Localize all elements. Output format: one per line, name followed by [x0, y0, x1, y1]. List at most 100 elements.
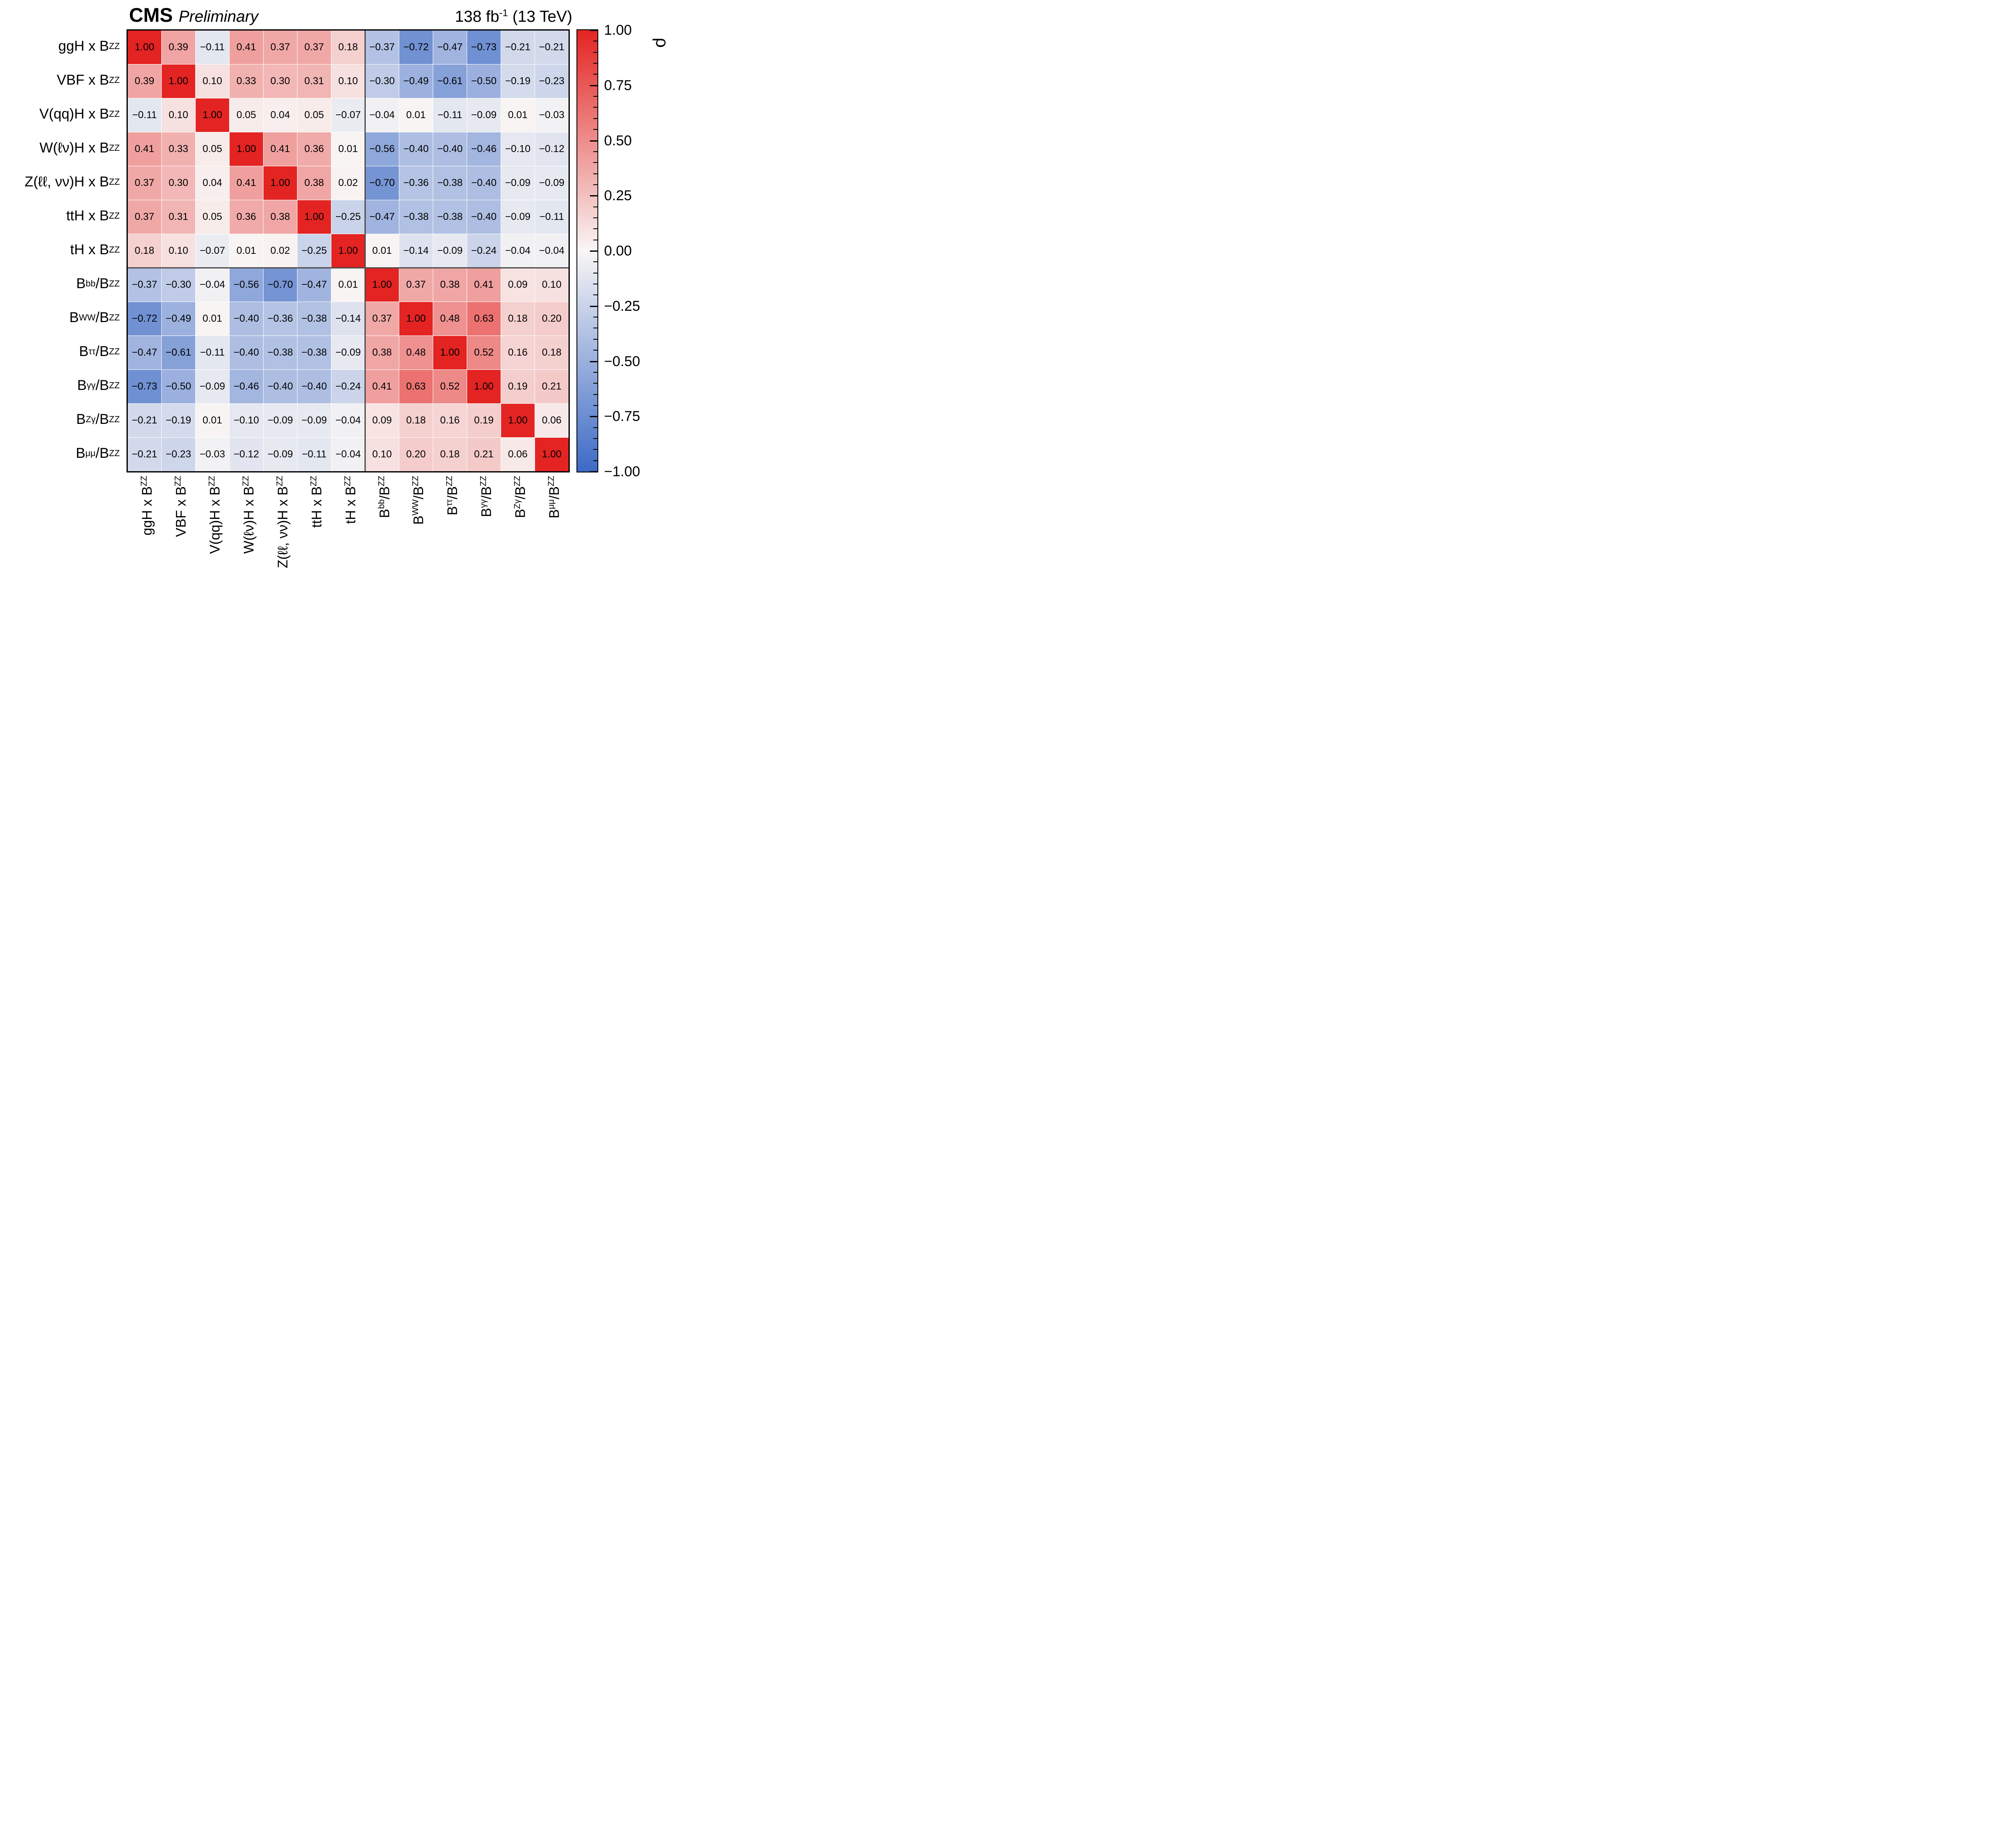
heatmap-cell: −0.03: [195, 438, 229, 471]
heatmap-cell: 0.10: [365, 438, 399, 471]
preliminary-label: Preliminary: [178, 8, 258, 26]
heatmap-cell: 0.05: [195, 132, 229, 166]
colorbar-tick: [593, 427, 597, 428]
heatmap-cell: 1.00: [331, 234, 365, 268]
heatmap-cell: 0.01: [331, 268, 365, 302]
heatmap-cell: 0.21: [467, 438, 501, 471]
heatmap-cell: −0.56: [229, 268, 263, 302]
y-axis-label: Z(ℓℓ, νν)H x B ZZ: [24, 174, 120, 190]
x-axis-label: VBF x BZZ: [173, 476, 189, 537]
heatmap-cell: 0.63: [467, 302, 501, 335]
heatmap-cell: 0.18: [127, 234, 161, 268]
heatmap-cell: −0.40: [433, 132, 467, 166]
x-axis-label: Bγγ/BZZ: [478, 476, 494, 517]
luminosity-label: 138 fb-1 (13 TeV): [455, 7, 572, 26]
heatmap-cell: 0.39: [127, 65, 161, 98]
heatmap-cell: −0.12: [229, 438, 263, 471]
heatmap-cell: 1.00: [263, 166, 297, 200]
heatmap-cell: −0.12: [535, 132, 569, 166]
heatmap-cell: 0.01: [229, 234, 263, 268]
heatmap-cell: 1.00: [297, 200, 331, 234]
colorbar-tick-label: −0.50: [604, 353, 640, 369]
colorbar-tick: [593, 217, 597, 218]
colorbar-tick-label: −0.75: [604, 408, 640, 425]
heatmap-cell: 1.00: [161, 65, 195, 98]
heatmap-cell: 0.52: [433, 370, 467, 403]
colorbar-tick: [593, 460, 597, 461]
heatmap-cell: −0.50: [467, 65, 501, 98]
colorbar-tick-label: 0.75: [604, 77, 632, 93]
heatmap-cell: 0.37: [365, 302, 399, 335]
heatmap-cell: 1.00: [535, 438, 569, 471]
heatmap-cell: −0.09: [501, 166, 535, 200]
colorbar-tick: [593, 52, 597, 53]
heatmap-cell: 0.21: [535, 370, 569, 403]
colorbar-tick: [593, 228, 597, 230]
colorbar-tick: [589, 416, 597, 418]
heatmap-cell: 0.33: [229, 65, 263, 98]
heatmap-cell: 0.33: [161, 132, 195, 166]
heatmap-cell: 1.00: [195, 98, 229, 132]
heatmap-cell: −0.11: [297, 438, 331, 471]
y-axis-label: ggH x B ZZ: [58, 38, 120, 54]
colorbar-tick: [593, 63, 597, 64]
colorbar-tick: [593, 449, 597, 450]
colorbar-tick: [593, 107, 597, 108]
colorbar-tick-label: 1.00: [604, 22, 632, 38]
heatmap-cell: −0.03: [535, 98, 569, 132]
colorbar-tick: [593, 206, 597, 207]
colorbar-tick: [593, 129, 597, 130]
heatmap-cell: 0.16: [433, 404, 467, 437]
heatmap-cell: 0.31: [161, 200, 195, 234]
colorbar-tick: [593, 162, 597, 163]
heatmap-cell: −0.04: [331, 404, 365, 437]
heatmap-cell: 0.16: [501, 336, 535, 369]
x-axis-label: Bμμ/BZZ: [546, 476, 562, 519]
heatmap-cell: 0.09: [365, 404, 399, 437]
heatmap-cell: −0.61: [433, 65, 467, 98]
heatmap-cell: −0.04: [501, 234, 535, 268]
colorbar-tick: [589, 85, 597, 86]
heatmap-cell: −0.09: [263, 404, 297, 437]
heatmap-cell: −0.14: [399, 234, 433, 268]
heatmap-cell: 0.36: [229, 200, 263, 234]
heatmap-cell: 0.41: [365, 370, 399, 403]
heatmap-cell: 0.41: [263, 132, 297, 166]
colorbar-tick: [593, 394, 597, 395]
heatmap-cell: 0.48: [399, 336, 433, 369]
heatmap-cell: −0.72: [127, 302, 161, 335]
heatmap-cell: 0.01: [365, 234, 399, 268]
heatmap-cell: −0.30: [365, 65, 399, 98]
heatmap-cell: 0.20: [535, 302, 569, 335]
heatmap-cell: 0.02: [331, 166, 365, 200]
x-axis-label: ttH x BZZ: [309, 476, 324, 528]
heatmap-cell: 0.02: [263, 234, 297, 268]
heatmap-cell: −0.37: [127, 268, 161, 302]
heatmap-cell: −0.38: [297, 336, 331, 369]
heatmap-cell: −0.11: [195, 31, 229, 64]
heatmap-cell: 0.38: [365, 336, 399, 369]
block-separator-vertical: [364, 31, 366, 471]
heatmap-cell: −0.36: [263, 302, 297, 335]
heatmap-cell: 1.00: [501, 404, 535, 437]
y-axis-label: tH x B ZZ: [70, 242, 120, 258]
heatmap-cell: −0.21: [127, 404, 161, 437]
heatmap-cell: −0.09: [297, 404, 331, 437]
colorbar-tick: [593, 261, 597, 263]
colorbar: [576, 29, 598, 472]
colorbar-tick: [593, 74, 597, 75]
y-axis-label: ttH x B ZZ: [66, 208, 120, 224]
heatmap-cell: −0.24: [467, 234, 501, 268]
heatmap-cell: −0.11: [535, 200, 569, 234]
heatmap-cell: −0.70: [365, 166, 399, 200]
colorbar-tick: [593, 151, 597, 152]
heatmap-cell: −0.38: [433, 166, 467, 200]
heatmap-cell: 1.00: [467, 370, 501, 403]
heatmap-cell: −0.47: [433, 31, 467, 64]
colorbar-title: ρ: [652, 38, 672, 48]
colorbar-tick: [589, 361, 597, 362]
heatmap-cell: −0.04: [535, 234, 569, 268]
heatmap-cell: 0.41: [467, 268, 501, 302]
